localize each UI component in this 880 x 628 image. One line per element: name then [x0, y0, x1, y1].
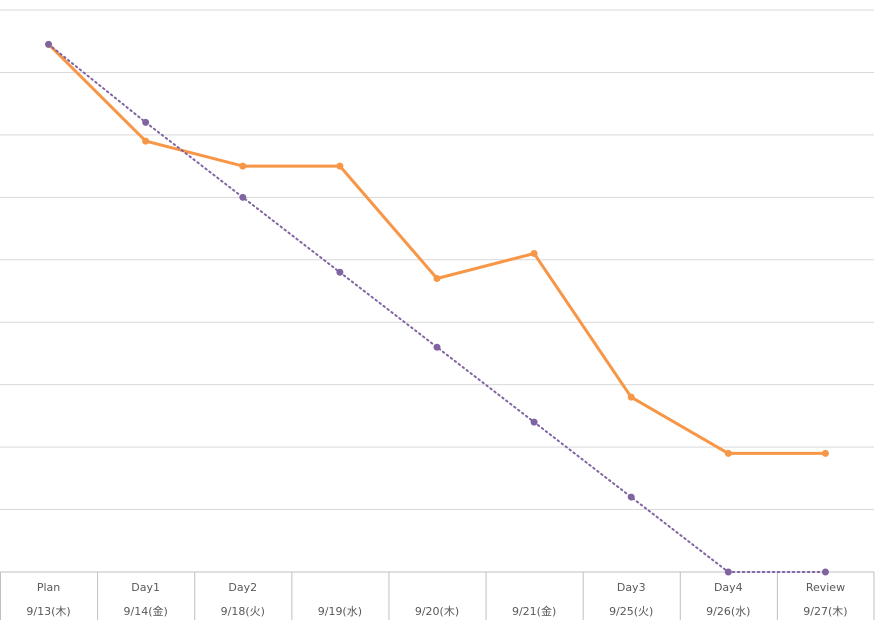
- date-tick-label: 9/14(金): [124, 604, 168, 618]
- series-1-point: [627, 393, 635, 401]
- date-tick-label: 9/18(火): [221, 605, 265, 618]
- phase-tick-label: Plan: [37, 581, 60, 594]
- date-tick-label: 9/13(木): [26, 605, 70, 618]
- category-axis: Plan 9/13(木) Day1 9/14(金) Day2 9/18(火) 9/19(水)…: [0, 571, 875, 620]
- series-2-point: [142, 118, 150, 126]
- date-tick-label: 9/20(木): [415, 605, 459, 618]
- series-2-point: [627, 493, 635, 501]
- series-1-point: [433, 275, 441, 283]
- date-tick-label: 9/27(木): [803, 605, 847, 618]
- series-1-point: [142, 137, 150, 145]
- phase-tick-label: Day3: [617, 581, 646, 594]
- series-2-point: [433, 343, 441, 351]
- series-2-point: [239, 193, 247, 201]
- series-2-point: [45, 40, 53, 48]
- date-tick-label: 9/21(金): [512, 604, 556, 618]
- series-line-1: [47, 43, 826, 455]
- series-1-point: [724, 449, 732, 457]
- phase-tick-label: Review: [806, 581, 845, 594]
- series-1-point: [821, 449, 829, 457]
- gridlines: [0, 9, 874, 511]
- series-2-point: [336, 268, 344, 276]
- series-1-point: [336, 162, 344, 170]
- phase-tick-label: Day1: [131, 581, 160, 594]
- date-tick-label: 9/19(水): [318, 605, 362, 618]
- series-line-2: [47, 43, 827, 573]
- phase-tick-label: Day4: [714, 581, 743, 594]
- date-tick-label: 9/26(水): [706, 605, 750, 618]
- series-2-point: [821, 568, 829, 576]
- date-tick-label: 9/25(火): [609, 605, 653, 618]
- series-1-point: [530, 250, 538, 258]
- phase-tick-label: Day2: [228, 581, 257, 594]
- series-layer: [45, 40, 829, 576]
- series-2-point: [724, 568, 732, 576]
- series-2-point: [530, 418, 538, 426]
- series-1-point: [239, 162, 247, 170]
